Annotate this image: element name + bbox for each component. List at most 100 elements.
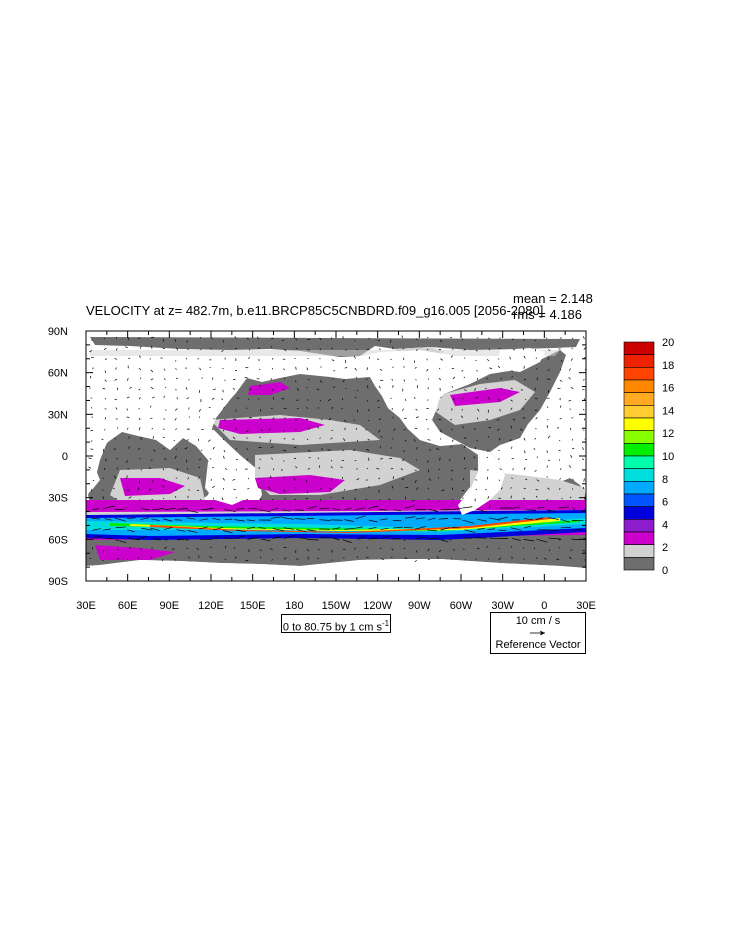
- vector-arrow: [560, 519, 570, 523]
- vector-arrow: [393, 509, 402, 512]
- vector-arrow: [547, 529, 558, 531]
- vector-arrow: [90, 397, 93, 399]
- vector-arrow: [378, 477, 381, 480]
- vector-arrow: [89, 375, 92, 379]
- vector-arrow: [355, 515, 366, 520]
- vector-arrow: [186, 439, 189, 441]
- vector-arrow: [367, 385, 369, 389]
- vector-arrow: [344, 507, 352, 511]
- rms-stat: rms = 4.186: [513, 307, 583, 322]
- x-tick-label: 180: [285, 600, 303, 612]
- vector-arrow: [295, 380, 297, 383]
- vector-arrow: [512, 418, 516, 421]
- vector-arrow: [451, 478, 453, 481]
- vector-arrow: [248, 417, 253, 419]
- chart-title: VELOCITY at z= 482.7m, b.e11.BRCP85C5CNB…: [86, 303, 544, 318]
- vector-arrow: [381, 535, 392, 540]
- vector-arrow: [558, 538, 562, 541]
- vector-arrow: [487, 496, 490, 499]
- contour-info-exponent: -1: [381, 619, 390, 628]
- vector-arrow: [535, 357, 537, 360]
- vector-arrow: [306, 349, 310, 351]
- vector-arrow: [365, 556, 369, 559]
- vector-arrow: [546, 425, 549, 429]
- vector-arrow: [163, 368, 166, 371]
- vector-arrow: [559, 337, 562, 339]
- vector-arrow: [232, 388, 236, 390]
- x-tick-label: 30W: [491, 600, 514, 612]
- vector-arrow: [570, 358, 573, 361]
- vector-arrow: [427, 558, 430, 561]
- x-tick-label: 90E: [160, 600, 180, 612]
- vector-arrow: [188, 489, 190, 491]
- vector-arrow: [187, 530, 198, 534]
- vector-arrow: [306, 438, 309, 440]
- vector-arrow: [102, 477, 105, 480]
- vector-arrow: [449, 538, 452, 541]
- vector-arrow: [356, 468, 358, 470]
- vector-arrow: [404, 557, 408, 560]
- vector-arrow: [188, 379, 190, 381]
- vector-arrow: [344, 519, 355, 522]
- vector-arrow: [151, 427, 154, 430]
- vector-arrow: [235, 347, 238, 350]
- vector-arrow: [283, 348, 287, 352]
- vector-arrow: [282, 509, 291, 512]
- vector-arrow: [91, 517, 100, 520]
- vector-arrow: [464, 559, 467, 561]
- vector-arrow: [366, 378, 368, 381]
- vector-arrow: [236, 535, 245, 539]
- vector-arrow: [523, 467, 526, 471]
- vector-arrow: [248, 549, 250, 552]
- vector-arrow: [92, 367, 94, 370]
- vector-arrow: [534, 397, 538, 400]
- vector-arrow: [368, 526, 377, 530]
- vector-arrow: [488, 396, 490, 400]
- vector-arrow: [405, 516, 416, 519]
- vector-arrow: [330, 437, 333, 440]
- vector-arrow: [164, 507, 176, 511]
- vector-arrow: [391, 548, 394, 551]
- vector-arrow: [332, 527, 341, 530]
- vector-arrow: [212, 446, 215, 450]
- vector-arrow: [354, 396, 357, 399]
- vector-arrow: [307, 529, 317, 532]
- vector-arrow: [101, 438, 104, 441]
- vector-arrow: [522, 497, 526, 500]
- vector-arrow: [188, 556, 190, 559]
- vector-arrow: [283, 460, 285, 462]
- vector-arrow: [102, 496, 105, 500]
- vector-arrow: [269, 475, 272, 479]
- vector-arrow: [485, 488, 487, 491]
- vector-arrow: [569, 408, 571, 410]
- vector-arrow: [210, 507, 213, 510]
- vector-arrow: [105, 458, 107, 462]
- vector-arrow: [388, 498, 391, 501]
- colorbar-swatch: [623, 455, 655, 469]
- vector-arrow: [342, 496, 345, 500]
- vector-arrow: [138, 499, 141, 501]
- vector-arrow: [212, 527, 224, 531]
- vector-arrow: [235, 427, 237, 431]
- colorbar-swatch: [623, 506, 655, 520]
- reference-vector-magnitude: 10 cm / s: [515, 615, 561, 627]
- vector-arrow: [141, 527, 153, 531]
- vector-arrow: [411, 499, 415, 502]
- vector-arrow: [196, 547, 199, 551]
- vector-arrow: [498, 557, 502, 560]
- vector-arrow: [152, 396, 155, 399]
- vector-arrow: [222, 389, 224, 393]
- vector-arrow: [559, 477, 561, 480]
- vector-arrow: [162, 485, 165, 488]
- vector-arrow: [236, 529, 246, 533]
- vector-arrow: [463, 348, 467, 351]
- vector-arrow: [176, 538, 185, 541]
- vector-arrow: [245, 367, 249, 369]
- vector-arrow: [281, 398, 285, 400]
- vector-arrow: [330, 459, 333, 462]
- vector-arrow: [317, 457, 320, 460]
- vector-arrow: [558, 546, 560, 549]
- vector-arrow: [547, 435, 551, 439]
- vector-arrow: [321, 448, 324, 450]
- map-plot: 30E 60E 90E 120E 150E 180 150W 120W 90W 60W 30W 0 30…: [48, 326, 596, 612]
